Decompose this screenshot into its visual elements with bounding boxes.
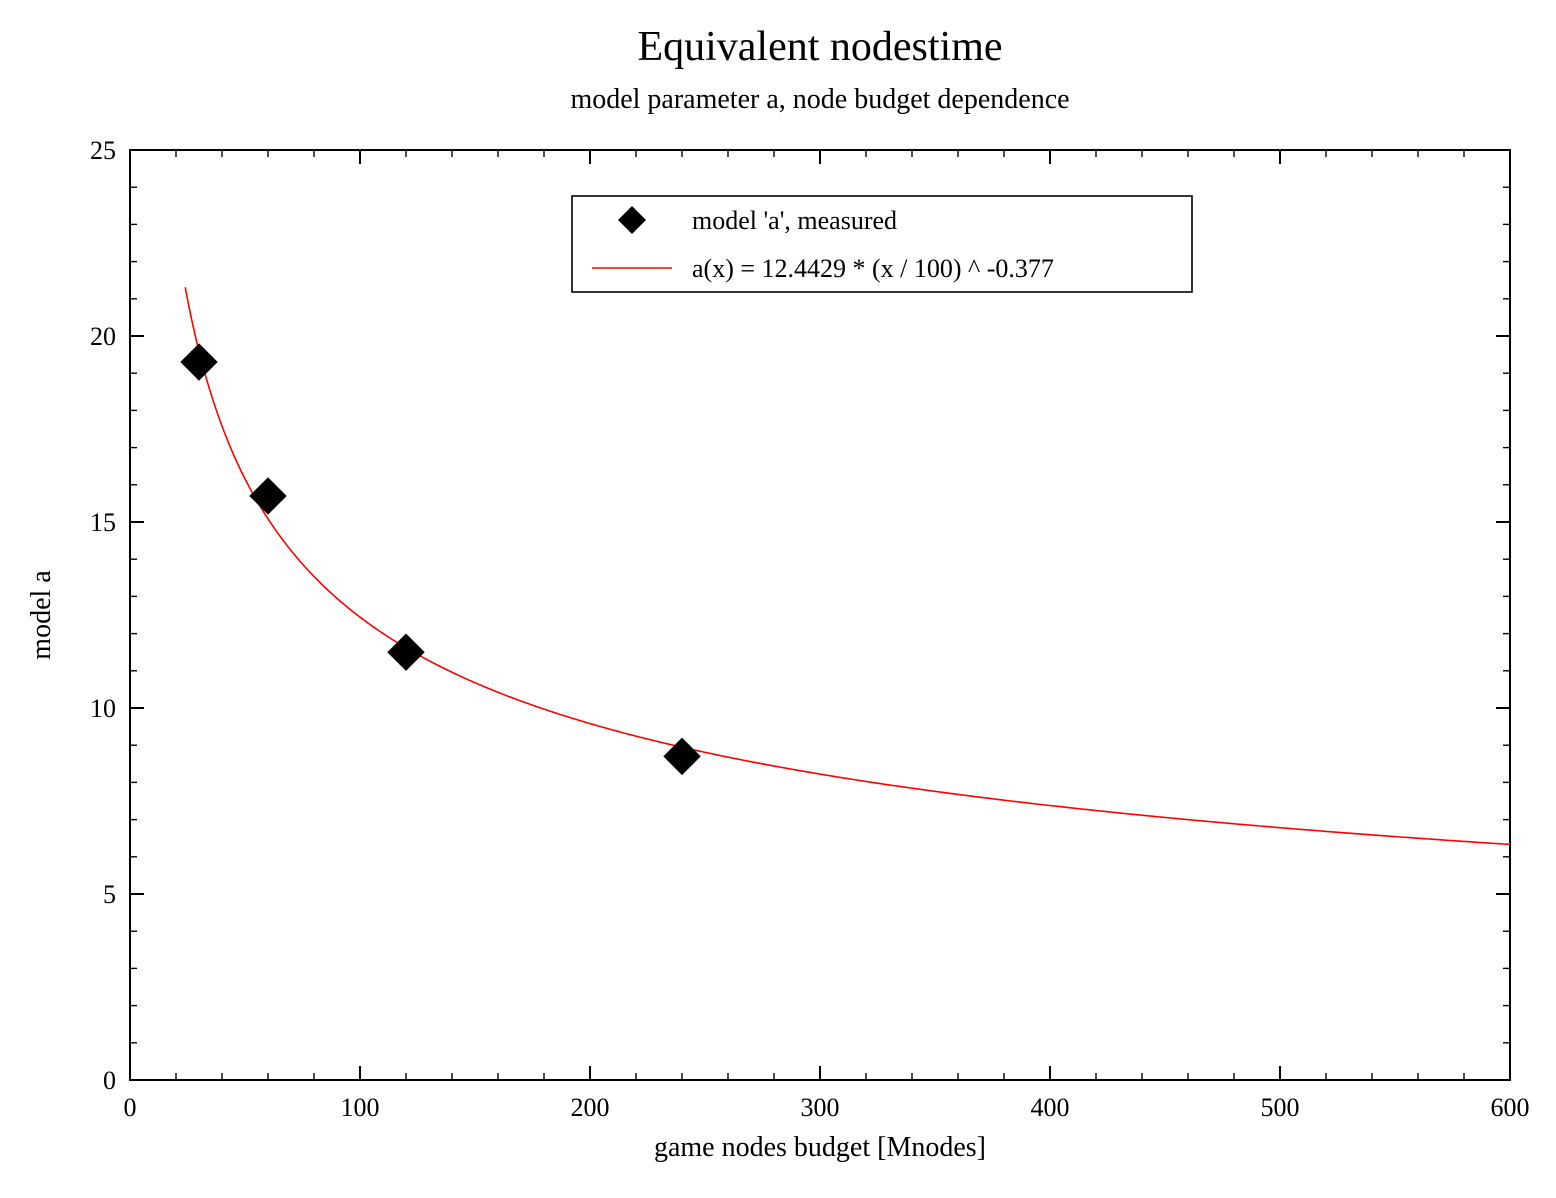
x-axis-label: game nodes budget [Mnodes] <box>654 1132 986 1163</box>
x-tick-label: 400 <box>1031 1093 1070 1122</box>
x-tick-label: 200 <box>571 1093 610 1122</box>
legend-item-label: model 'a', measured <box>692 206 897 235</box>
chart-title: Equivalent nodestime <box>637 24 1002 70</box>
y-tick-label: 0 <box>103 1066 116 1095</box>
y-tick-label: 5 <box>103 880 116 909</box>
chart-svg: Equivalent nodestime model parameter a, n… <box>0 0 1556 1198</box>
y-tick-label: 10 <box>90 694 116 723</box>
y-axis-label: model a <box>26 570 57 660</box>
legend-item-label: a(x) = 12.4429 * (x / 100) ^ -0.377 <box>692 254 1054 283</box>
chart-bg <box>0 0 1556 1198</box>
x-tick-label: 500 <box>1261 1093 1300 1122</box>
y-tick-label: 20 <box>90 322 116 351</box>
y-tick-label: 25 <box>90 136 116 165</box>
x-tick-label: 300 <box>801 1093 840 1122</box>
y-tick-label: 15 <box>90 508 116 537</box>
chart-subtitle: model parameter a, node budget dependenc… <box>570 84 1069 115</box>
chart-container: Equivalent nodestime model parameter a, n… <box>0 0 1556 1198</box>
x-tick-label: 100 <box>341 1093 380 1122</box>
x-tick-label: 0 <box>124 1093 137 1122</box>
x-tick-label: 600 <box>1491 1093 1530 1122</box>
